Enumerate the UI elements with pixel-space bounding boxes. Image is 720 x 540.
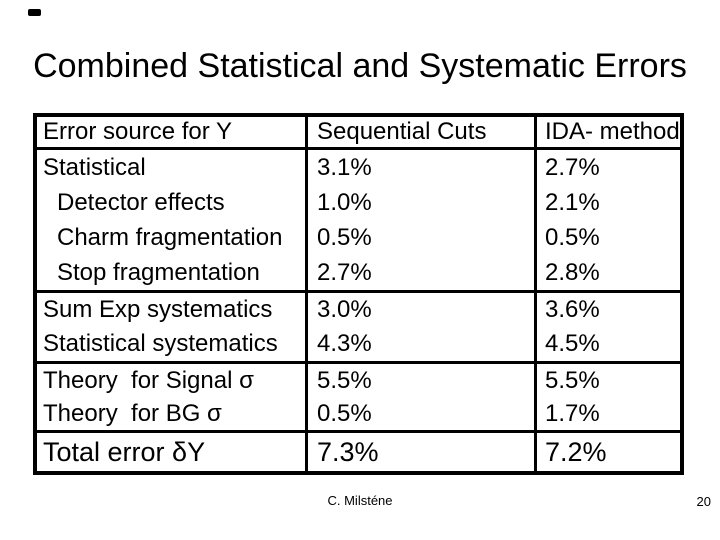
ida-method-value: 3.6% <box>534 293 680 327</box>
ida-method-value: 4.5% <box>534 327 680 361</box>
table-row-statistical-systematics: Statistical systematics 4.3% 4.5% <box>37 327 680 361</box>
row-label: Theory for Signal σ <box>43 366 254 394</box>
sequential-cuts-value: 4.3% <box>305 327 534 361</box>
row-label: Statistical <box>43 153 146 181</box>
footer-author: C. Milsténe <box>327 493 393 508</box>
table-row-theory-bg: Theory for BG σ 0.5% 1.7% <box>37 397 680 430</box>
row-label: Total error δY <box>43 436 206 467</box>
row-label: Sum Exp systematics <box>43 296 273 323</box>
ida-method-value: 7.2% <box>534 433 680 471</box>
table-row-detector-effects: Detector effects 1.0% 2.1% <box>37 185 680 220</box>
table-row-sum-exp-systematics: Sum Exp systematics 3.0% 3.6% <box>37 290 680 327</box>
sequential-cuts-value: 3.0% <box>305 293 534 327</box>
column-header-error-source: Error source for Y <box>43 118 232 145</box>
ida-method-value: 2.8% <box>534 255 680 290</box>
row-label: Theory for BG σ <box>43 399 222 427</box>
ida-method-value: 1.7% <box>534 397 680 430</box>
error-summary-table: Error source for Y Sequential Cuts IDA- … <box>33 113 684 475</box>
table-row-theory-signal: Theory for Signal σ 5.5% 5.5% <box>37 361 680 397</box>
row-label: Charm fragmentation <box>57 223 283 251</box>
ida-method-value: 0.5% <box>534 220 680 255</box>
table-row-stop-fragmentation: Stop fragmentation 2.7% 2.8% <box>37 255 680 290</box>
corner-decoration-mark <box>28 9 41 16</box>
page-number: 20 <box>696 494 711 509</box>
sequential-cuts-value: 3.1% <box>305 150 534 185</box>
table-row-charm-fragmentation: Charm fragmentation 0.5% 0.5% <box>37 220 680 255</box>
row-label: Stop fragmentation <box>57 258 260 286</box>
table-header-row: Error source for Y Sequential Cuts IDA- … <box>37 117 680 147</box>
ida-method-value: 5.5% <box>534 364 680 397</box>
ida-method-value: 2.7% <box>534 150 680 185</box>
ida-method-value: 2.1% <box>534 185 680 220</box>
sequential-cuts-value: 2.7% <box>305 255 534 290</box>
table-row-total-error: Total error δY 7.3% 7.2% <box>37 430 680 471</box>
row-label: Statistical systematics <box>43 330 278 357</box>
sequential-cuts-value: 1.0% <box>305 185 534 220</box>
table-row-statistical: Statistical 3.1% 2.7% <box>37 147 680 185</box>
sequential-cuts-value: 0.5% <box>305 220 534 255</box>
sequential-cuts-value: 7.3% <box>305 433 534 471</box>
slide-title: Combined Statistical and Systematic Erro… <box>33 47 687 85</box>
column-header-ida-method: IDA- method <box>534 117 680 147</box>
column-header-sequential-cuts: Sequential Cuts <box>305 117 534 147</box>
sequential-cuts-value: 0.5% <box>305 397 534 430</box>
row-label: Detector effects <box>57 188 225 216</box>
sequential-cuts-value: 5.5% <box>305 364 534 397</box>
